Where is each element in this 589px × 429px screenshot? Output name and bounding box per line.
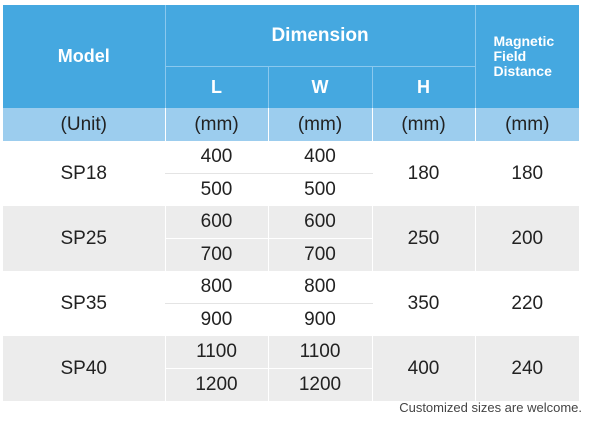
table-row: 900 900 xyxy=(3,303,579,336)
table-row: 700 700 xyxy=(3,238,579,271)
unit-magnetic: (mm) xyxy=(474,108,579,141)
model-cell: SP40 xyxy=(3,336,165,401)
l-cell: 700 xyxy=(164,238,268,271)
w-cell: 1200 xyxy=(267,368,372,401)
h-cell: 350 xyxy=(371,271,475,336)
l-cell: 1100 xyxy=(164,336,268,369)
w-cell: 700 xyxy=(267,238,372,271)
w-cell: 600 xyxy=(267,206,372,239)
spec-table: Model Dimension Magnetic Field Distance … xyxy=(3,5,579,401)
table-row: SP40 1100 1100 400 240 xyxy=(3,336,579,401)
w-cell: 900 xyxy=(267,303,372,336)
model-cell: SP25 xyxy=(3,206,165,271)
l-cell: 900 xyxy=(164,303,268,336)
model-cell: SP18 xyxy=(3,141,165,206)
header-l: L xyxy=(164,66,269,108)
header-row-top: Model Dimension Magnetic Field Distance xyxy=(3,5,579,108)
h-cell: 250 xyxy=(371,206,475,271)
table-row: 1200 1200 xyxy=(3,368,579,401)
header-magnetic-field-distance: Magnetic Field Distance xyxy=(474,5,579,108)
magnetic-cell: 180 xyxy=(474,141,579,206)
w-cell: 500 xyxy=(267,173,372,206)
header-model: Model xyxy=(3,5,166,108)
footnote: Customized sizes are welcome. xyxy=(399,400,582,415)
header-row-sub: L W H xyxy=(3,66,579,108)
l-cell: 400 xyxy=(164,141,268,174)
magnetic-cell: 220 xyxy=(474,271,579,336)
header-magnetic-line1: Magnetic xyxy=(493,33,555,49)
magnetic-cell: 200 xyxy=(474,206,579,271)
table-row: SP18 400 400 180 180 xyxy=(3,141,579,206)
unit-row: (Unit) (mm) (mm) (mm) (mm) xyxy=(3,108,579,141)
header-dimension: Dimension xyxy=(164,5,476,67)
w-cell: 800 xyxy=(267,271,372,304)
model-cell: SP35 xyxy=(3,271,165,336)
header-magnetic-line3: Distance xyxy=(493,63,552,79)
w-cell: 400 xyxy=(267,141,372,174)
unit-w: (mm) xyxy=(267,108,372,141)
l-cell: 1200 xyxy=(164,368,268,401)
l-cell: 800 xyxy=(164,271,268,304)
l-cell: 500 xyxy=(164,173,268,206)
w-cell: 1100 xyxy=(267,336,372,369)
h-cell: 400 xyxy=(371,336,475,401)
unit-model: (Unit) xyxy=(3,108,165,141)
header-h: H xyxy=(371,66,476,108)
header-w: W xyxy=(267,66,373,108)
table-row: SP35 800 800 350 220 xyxy=(3,271,579,336)
h-cell: 180 xyxy=(371,141,475,206)
unit-l: (mm) xyxy=(164,108,268,141)
header-magnetic-line2: Field xyxy=(493,48,527,64)
table-row: SP25 600 600 250 200 xyxy=(3,206,579,271)
table-row: 500 500 xyxy=(3,173,579,206)
l-cell: 600 xyxy=(164,206,268,239)
magnetic-cell: 240 xyxy=(474,336,579,401)
unit-h: (mm) xyxy=(371,108,475,141)
